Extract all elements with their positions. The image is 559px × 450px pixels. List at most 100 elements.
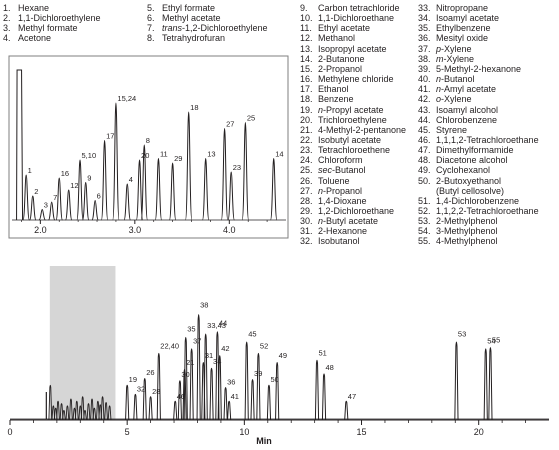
legend-compound-name: Methyl acetate bbox=[162, 13, 221, 24]
legend-item: 25. sec-Butanol bbox=[300, 165, 366, 175]
inset-peak bbox=[227, 171, 235, 221]
legend-number: 40. bbox=[418, 74, 431, 85]
chromatogram-peak bbox=[148, 396, 153, 421]
peak-label: 54 bbox=[487, 337, 495, 346]
peak-label: 55 bbox=[492, 335, 500, 344]
legend-item: 17. Ethanol bbox=[300, 84, 349, 94]
legend-number: 39. bbox=[418, 63, 431, 74]
legend-number: 51. bbox=[418, 195, 431, 206]
legend-compound-name: Ethylbenzene bbox=[436, 23, 491, 34]
legend-compound-name: 1,4-Dioxane bbox=[318, 195, 367, 206]
legend-item: 9. Carbon tetrachloride bbox=[300, 3, 400, 13]
legend-item: 28. 1,4-Dioxane bbox=[300, 196, 367, 206]
legend-item: 43. Isoamyl alcohol bbox=[418, 105, 498, 115]
legend-item: 48. Diacetone alcohol bbox=[418, 155, 508, 165]
inset-peak bbox=[22, 174, 30, 221]
legend-compound-name: Trichloroethylene bbox=[318, 114, 387, 125]
legend-compound-name: Tetrahydrofuran bbox=[162, 33, 226, 44]
legend-compound-name: Dimethylformamide bbox=[436, 145, 514, 156]
legend-item: 12. Methanol bbox=[300, 33, 355, 43]
legend-compound-name: Mesityl oxide bbox=[436, 33, 489, 44]
legend-compound-name: 1,1-Dichloroethane bbox=[318, 13, 395, 24]
legend-item: 52. 1,1,2,2-Tetrachloroethane bbox=[418, 206, 539, 216]
legend-item: 35. Ethylbenzene bbox=[418, 23, 491, 33]
legend-number: 2. bbox=[3, 13, 11, 24]
legend-number: 23. bbox=[300, 145, 313, 156]
peak-label: 48 bbox=[326, 363, 334, 372]
legend-compound-name: Isoamyl acetate bbox=[436, 13, 500, 24]
legend-compound-name: 1,1-Dichloroethylene bbox=[18, 13, 101, 24]
chromatogram-peak bbox=[133, 393, 138, 421]
inset-peak bbox=[29, 195, 37, 221]
legend-number: 15. bbox=[300, 63, 313, 74]
legend-number: 53. bbox=[418, 216, 431, 227]
legend-item: 31. 2-Hexanone bbox=[300, 226, 367, 236]
chromatogram-peak bbox=[217, 355, 222, 421]
legend-item: 55. 4-Methylphenol bbox=[418, 236, 498, 246]
legend-item: 53. 2-Methylphenol bbox=[418, 216, 498, 226]
legend-number: 24. bbox=[300, 155, 313, 166]
legend-number: 52. bbox=[418, 206, 431, 216]
chromatogram-peak bbox=[104, 401, 108, 421]
legend-number: 22. bbox=[300, 134, 313, 145]
legend-number: 49. bbox=[418, 165, 431, 176]
legend-item: 19. n-Propyl acetate bbox=[300, 105, 384, 115]
legend-number: 19. bbox=[300, 104, 313, 115]
inset-peak-label: 2 bbox=[34, 187, 38, 196]
legend-number: 5. bbox=[147, 3, 155, 13]
chromatogram-peak bbox=[125, 384, 130, 421]
legend-item: 37. p-Xylene bbox=[418, 44, 472, 54]
legend-item: 11. Ethyl acetate bbox=[300, 23, 370, 33]
chromatogram-peak bbox=[203, 333, 208, 421]
legend-number: 6. bbox=[147, 13, 155, 24]
x-tick-label: 15 bbox=[357, 427, 367, 437]
chromatogram-peak bbox=[189, 348, 194, 421]
legend-item: 16. Methylene chloride bbox=[300, 74, 394, 84]
chromatogram-peak bbox=[201, 362, 206, 421]
legend-item: 29. 1,2-Dichloroethane bbox=[300, 206, 394, 216]
chromatogram-peak bbox=[223, 387, 228, 421]
peak-label: 33,43 bbox=[207, 321, 226, 330]
chromatogram-peak bbox=[483, 348, 488, 421]
chromatogram-peak bbox=[100, 396, 105, 421]
chromatogram-peak bbox=[173, 400, 178, 421]
inset-peak-label: 29 bbox=[174, 154, 182, 163]
inset-peak bbox=[82, 181, 90, 221]
chromatogram-peak bbox=[90, 398, 94, 421]
legend-item: 42. o-Xylene bbox=[418, 94, 472, 104]
inset-peak-label: 4 bbox=[129, 175, 133, 184]
chromatogram-peak bbox=[53, 407, 58, 421]
legend-item: 47. Dimethylformamide bbox=[418, 145, 514, 155]
inset-peak bbox=[112, 102, 120, 221]
legend-compound-name: Tetrachloroethene bbox=[318, 145, 391, 156]
chromatogram-peak bbox=[314, 359, 320, 421]
legend-compound-name: Styrene bbox=[436, 124, 468, 135]
legend-number: 18. bbox=[300, 94, 313, 105]
legend-number: 12. bbox=[300, 33, 313, 44]
legend-compound-name: n-Butyl acetate bbox=[318, 216, 379, 227]
legend-compound-name: Carbon tetrachloride bbox=[318, 3, 400, 13]
x-tick-label: 10 bbox=[239, 427, 249, 437]
legend-item: 39. 5-Methyl-2-hexanone bbox=[418, 64, 521, 74]
legend-number: 1. bbox=[3, 3, 11, 13]
legend-number: 30. bbox=[300, 216, 313, 227]
legend-compound-name: Methanol bbox=[318, 33, 356, 44]
legend-number: 36. bbox=[418, 33, 431, 44]
legend-item: 34. Isoamyl acetate bbox=[418, 13, 499, 23]
legend-compound-name: n-Propanol bbox=[318, 185, 363, 196]
legend-number: 50. bbox=[418, 175, 431, 186]
legend-compound-name: Ethyl acetate bbox=[318, 23, 371, 34]
legend-item: 2. 1,1-Dichloroethylene bbox=[3, 13, 101, 23]
peak-label: 19 bbox=[129, 375, 137, 384]
legend-compound-name: Methyl formate bbox=[18, 23, 78, 34]
legend-item: 4. Acetone bbox=[3, 33, 51, 43]
legend-item: 32. Isobutanol bbox=[300, 236, 360, 246]
legend-item: 30. n-Butyl acetate bbox=[300, 216, 378, 226]
chromatogram-peak bbox=[56, 400, 60, 421]
inset-peak bbox=[201, 157, 210, 221]
chromatogram-peak bbox=[215, 331, 220, 421]
legend-compound-name: Ethanol bbox=[318, 84, 349, 95]
legend-number: 14. bbox=[300, 53, 313, 64]
legend-item: 5. Ethyl formate bbox=[147, 3, 215, 13]
inset-peak-label: 13 bbox=[207, 150, 215, 159]
